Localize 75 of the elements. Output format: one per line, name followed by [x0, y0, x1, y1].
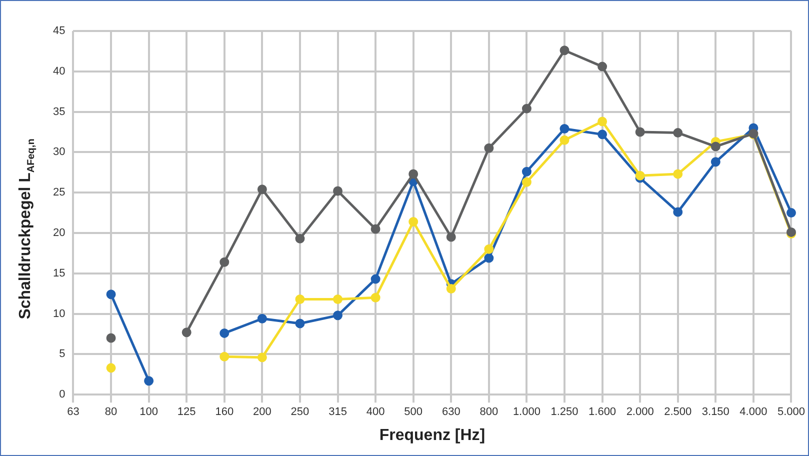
point — [257, 352, 267, 362]
x-tick-label: 125 — [177, 406, 196, 418]
x-tick-label: 4.000 — [740, 406, 768, 418]
y-tick-label: 20 — [52, 227, 66, 240]
point — [370, 292, 380, 302]
x-tick-label: 630 — [442, 406, 460, 418]
point — [333, 186, 343, 196]
x-tick-label: 80 — [104, 406, 118, 418]
point — [333, 294, 343, 304]
point — [560, 124, 570, 134]
point — [106, 333, 116, 343]
point — [182, 328, 192, 338]
point — [522, 177, 532, 187]
y-tick-label: 25 — [52, 186, 66, 199]
y-tick-label: 0 — [59, 388, 66, 401]
x-tick-label: 63 — [67, 406, 80, 418]
x-tick-label: 3.150 — [702, 406, 730, 418]
y-tick-label: 5 — [59, 348, 66, 360]
point — [673, 128, 683, 138]
point — [106, 290, 116, 300]
y-tick-label: 35 — [52, 106, 66, 118]
point — [446, 232, 456, 242]
point — [598, 116, 608, 126]
x-axis-title: Frequenz [Hz] — [379, 426, 486, 444]
point — [673, 207, 683, 217]
x-tick-label: 1.250 — [550, 406, 578, 418]
point — [106, 363, 116, 373]
point — [408, 216, 418, 226]
point — [484, 253, 494, 263]
point — [295, 294, 305, 304]
y-tick-label: 30 — [52, 146, 66, 158]
point — [370, 274, 380, 284]
point — [220, 257, 230, 267]
x-tick-label: 160 — [215, 406, 234, 418]
point — [786, 208, 796, 218]
point — [635, 170, 645, 180]
point — [370, 224, 380, 234]
x-tick-label: 1.600 — [588, 406, 616, 418]
y-tick-label: 15 — [52, 267, 66, 280]
point — [560, 135, 570, 145]
x-tick-label: 200 — [253, 406, 272, 418]
x-tick-label: 400 — [366, 406, 385, 418]
x-tick-label: 1.000 — [512, 406, 540, 418]
x-tick-label: 800 — [480, 406, 498, 418]
point — [295, 234, 305, 244]
point — [257, 314, 267, 324]
point — [673, 169, 683, 179]
y-tick-label: 40 — [52, 65, 66, 78]
x-tick-label: 5.000 — [777, 406, 805, 418]
x-tick-label: 500 — [404, 406, 423, 418]
x-tick-label: 2.000 — [626, 406, 654, 418]
point — [220, 328, 230, 338]
point — [333, 310, 343, 320]
point — [710, 142, 720, 152]
x-tick-label: 315 — [328, 406, 347, 418]
x-tick-label: 2.500 — [664, 406, 692, 418]
point — [446, 284, 456, 294]
point — [598, 62, 608, 72]
point — [598, 130, 608, 140]
point — [710, 157, 720, 167]
point — [635, 127, 645, 137]
point — [522, 166, 532, 176]
x-tick-label: 250 — [290, 406, 310, 418]
point — [560, 46, 570, 56]
point — [484, 143, 494, 153]
x-tick-label: 100 — [140, 406, 158, 418]
y-tick-label: 10 — [52, 308, 66, 320]
point — [144, 376, 154, 386]
point — [295, 318, 305, 328]
point — [408, 169, 418, 179]
point — [257, 184, 267, 194]
point — [220, 352, 230, 362]
point — [484, 244, 494, 254]
y-tick-label: 45 — [52, 25, 66, 38]
point — [522, 104, 532, 114]
